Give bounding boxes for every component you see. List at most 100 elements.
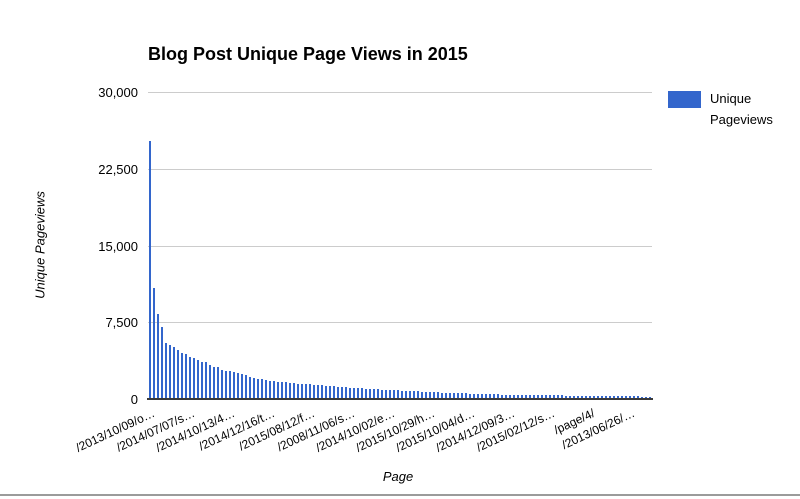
bar bbox=[349, 387, 351, 399]
bar bbox=[489, 394, 491, 399]
bar bbox=[645, 396, 647, 399]
bar bbox=[249, 376, 251, 399]
bar bbox=[189, 356, 191, 399]
bar bbox=[557, 395, 559, 399]
bar bbox=[173, 346, 175, 399]
bar bbox=[257, 378, 259, 399]
bar bbox=[277, 381, 279, 399]
bar bbox=[409, 391, 411, 399]
bar bbox=[493, 394, 495, 399]
bar bbox=[385, 389, 387, 399]
bar bbox=[313, 384, 315, 399]
bar bbox=[513, 394, 515, 399]
bar bbox=[569, 395, 571, 399]
bar bbox=[161, 326, 163, 399]
bar bbox=[401, 390, 403, 399]
bar bbox=[325, 385, 327, 399]
bar bbox=[445, 392, 447, 399]
bar bbox=[225, 370, 227, 399]
bar bbox=[485, 394, 487, 399]
bar bbox=[221, 369, 223, 399]
bar bbox=[233, 372, 235, 399]
bar bbox=[537, 395, 539, 399]
bar bbox=[297, 383, 299, 399]
bar bbox=[245, 375, 247, 399]
bar bbox=[517, 394, 519, 399]
y-tick-label: 22,500 bbox=[98, 161, 138, 177]
bar bbox=[565, 395, 567, 399]
bar bbox=[529, 395, 531, 399]
bar bbox=[641, 396, 643, 399]
bar bbox=[149, 141, 151, 399]
bar bbox=[621, 396, 623, 399]
bar bbox=[365, 388, 367, 399]
bar bbox=[453, 393, 455, 399]
bar bbox=[481, 394, 483, 399]
bar bbox=[357, 388, 359, 399]
x-axis-line bbox=[147, 398, 653, 400]
bar bbox=[581, 395, 583, 399]
bar bbox=[333, 386, 335, 399]
bar bbox=[317, 385, 319, 399]
bar bbox=[405, 390, 407, 399]
bar bbox=[477, 393, 479, 399]
bar bbox=[205, 362, 207, 399]
gridline bbox=[148, 168, 652, 170]
bar bbox=[281, 382, 283, 399]
bar bbox=[217, 367, 219, 399]
bar bbox=[285, 382, 287, 399]
bar bbox=[341, 386, 343, 399]
bar bbox=[649, 396, 651, 399]
bar bbox=[533, 395, 535, 399]
bar bbox=[525, 395, 527, 399]
y-tick-label: 15,000 bbox=[98, 238, 138, 254]
bar bbox=[617, 396, 619, 399]
x-axis-title: Page bbox=[382, 469, 414, 484]
bar bbox=[549, 395, 551, 399]
bar bbox=[413, 391, 415, 399]
bar bbox=[457, 393, 459, 399]
bar bbox=[461, 393, 463, 399]
bar bbox=[397, 390, 399, 399]
bar bbox=[169, 344, 171, 399]
bar bbox=[473, 393, 475, 399]
bar bbox=[229, 371, 231, 399]
bar bbox=[437, 392, 439, 399]
bar bbox=[353, 387, 355, 399]
bar bbox=[345, 387, 347, 399]
bar bbox=[213, 366, 215, 399]
bar bbox=[429, 392, 431, 399]
bar bbox=[377, 389, 379, 399]
bar bbox=[265, 380, 267, 399]
bar bbox=[633, 396, 635, 399]
legend: Unique Pageviews bbox=[668, 88, 790, 131]
bar bbox=[269, 380, 271, 399]
bar bbox=[505, 394, 507, 399]
y-tick-label: 7,500 bbox=[105, 315, 138, 331]
bar bbox=[465, 393, 467, 399]
bar bbox=[209, 364, 211, 399]
bar bbox=[637, 396, 639, 399]
gridline bbox=[148, 92, 652, 93]
bar bbox=[389, 390, 391, 399]
bar bbox=[253, 377, 255, 399]
bar bbox=[197, 359, 199, 399]
bar bbox=[469, 393, 471, 399]
bar bbox=[369, 388, 371, 399]
bar bbox=[273, 381, 275, 399]
bar bbox=[373, 389, 375, 399]
bar bbox=[193, 357, 195, 399]
bar bbox=[361, 388, 363, 399]
bar bbox=[309, 384, 311, 399]
y-tick-label: 30,000 bbox=[98, 85, 138, 100]
bar bbox=[553, 395, 555, 399]
bar bbox=[237, 373, 239, 399]
bar bbox=[177, 349, 179, 399]
legend-label: Unique Pageviews bbox=[710, 91, 773, 128]
bar bbox=[501, 394, 503, 399]
bar bbox=[337, 386, 339, 399]
bar bbox=[541, 395, 543, 399]
bar bbox=[425, 391, 427, 399]
bar bbox=[433, 392, 435, 399]
